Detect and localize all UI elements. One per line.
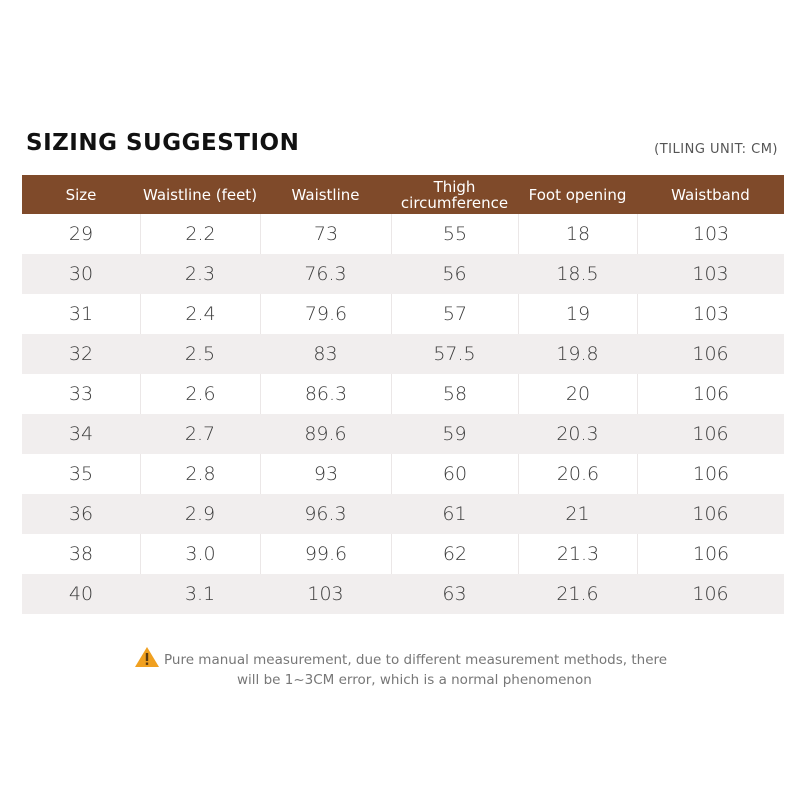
cell-waistband: 103 [692,263,729,285]
cell-foot-opening: 21 [565,503,590,525]
cell-waistline: 99.6 [260,534,391,574]
cell-size: 40 [68,583,94,605]
cell-size: 38 [68,543,94,565]
header-foot-opening: Foot opening [528,185,627,204]
cell-foot-opening: 20.6 [518,454,637,494]
cell-size: 34 [68,423,94,445]
cell-waistline: 83 [313,343,338,365]
cell-waistline-feet: 2.7 [184,423,216,445]
cell-waistline: 73 [260,214,391,254]
header-waistline-feet: Waistline (feet) [142,185,258,204]
footnote-line-2: will be 1~3CM error, which is a normal p… [237,672,592,688]
cell-thigh: 57 [391,294,518,334]
cell-size: 29 [68,223,94,245]
cell-foot-opening: 19.8 [556,343,599,365]
header-thigh-circumference: Thigh circumference [400,177,509,212]
cell-thigh: 56 [442,263,467,285]
table-row: 40 3.1 103 63 21.6 106 [22,574,784,614]
table-row: 30 2.3 76.3 56 18.5 103 [22,254,784,294]
cell-waistband: 106 [692,423,729,445]
cell-waistline-feet: 2.9 [184,503,216,525]
cell-waistband: 103 [637,214,784,254]
header-waistband: Waistband [671,185,750,204]
table-row: 31 2.4 79.6 57 19 103 [22,294,784,334]
cell-waistline: 79.6 [260,294,391,334]
cell-size: 32 [68,343,94,365]
cell-waistline-feet: 2.5 [184,343,216,365]
table-row: 33 2.6 86.3 58 20 106 [22,374,784,414]
cell-waistband: 106 [692,583,729,605]
cell-waistline-feet: 2.8 [140,454,260,494]
cell-foot-opening: 20 [518,374,637,414]
cell-foot-opening: 18 [518,214,637,254]
cell-waistline: 89.6 [304,423,347,445]
warning-icon [134,646,160,668]
table-header: Size Waistline (feet) Waistline Thigh ci… [22,175,784,214]
table-row: 35 2.8 93 60 20.6 106 [22,454,784,494]
cell-waistband: 106 [692,503,729,525]
cell-foot-opening: 20.3 [556,423,599,445]
cell-waistband: 103 [637,294,784,334]
table-row: 34 2.7 89.6 59 20.3 106 [22,414,784,454]
cell-waistline: 96.3 [304,503,347,525]
table-row: 29 2.2 73 55 18 103 [22,214,784,254]
table-row: 36 2.9 96.3 61 21 106 [22,494,784,534]
cell-thigh: 58 [391,374,518,414]
cell-size: 33 [68,383,94,405]
cell-thigh: 59 [442,423,467,445]
cell-size: 35 [68,463,94,485]
cell-waistline: 86.3 [260,374,391,414]
cell-waistline-feet: 2.6 [140,374,260,414]
cell-thigh: 62 [391,534,518,574]
unit-note: (TILING UNIT: CM) [654,142,778,157]
footnote: Pure manual measurement, due to differen… [134,646,694,690]
cell-size: 31 [68,303,94,325]
cell-waistline-feet: 2.3 [184,263,216,285]
cell-waistband: 106 [637,374,784,414]
cell-waistline-feet: 3.1 [184,583,216,605]
cell-thigh: 61 [442,503,467,525]
cell-foot-opening: 19 [518,294,637,334]
table-body: 29 2.2 73 55 18 103 30 2.3 76.3 56 18.5 103 31 2.4 79.… [22,214,784,614]
cell-thigh: 55 [391,214,518,254]
cell-waistband: 106 [692,343,729,365]
cell-waistline: 103 [307,583,344,605]
cell-foot-opening: 21.6 [556,583,599,605]
cell-waistline: 76.3 [304,263,347,285]
page-title: SIZING SUGGESTION [26,130,300,156]
cell-waistband: 106 [637,454,784,494]
sizing-table: Size Waistline (feet) Waistline Thigh ci… [22,175,784,614]
footnote-line-1: Pure manual measurement, due to differen… [164,652,668,668]
cell-waistline-feet: 3.0 [140,534,260,574]
table-row: 32 2.5 83 57.5 19.8 106 [22,334,784,374]
cell-thigh: 57.5 [433,343,476,365]
header-waistline: Waistline [291,185,360,204]
cell-waistband: 106 [637,534,784,574]
cell-waistline-feet: 2.2 [140,214,260,254]
table-row: 38 3.0 99.6 62 21.3 106 [22,534,784,574]
cell-waistline: 93 [260,454,391,494]
cell-thigh: 63 [442,583,467,605]
cell-thigh: 60 [391,454,518,494]
cell-foot-opening: 21.3 [518,534,637,574]
cell-size: 30 [68,263,94,285]
cell-size: 36 [68,503,94,525]
header-size: Size [65,185,97,204]
cell-waistline-feet: 2.4 [140,294,260,334]
cell-foot-opening: 18.5 [556,263,599,285]
